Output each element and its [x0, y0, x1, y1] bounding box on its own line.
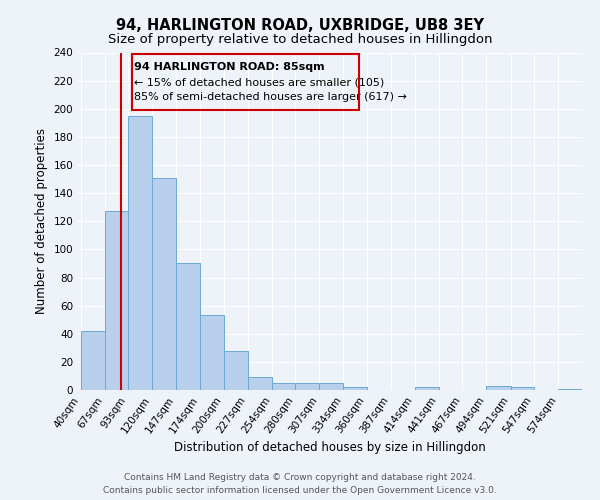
Y-axis label: Number of detached properties: Number of detached properties — [35, 128, 48, 314]
Bar — [105, 212, 128, 390]
Text: ← 15% of detached houses are smaller (105): ← 15% of detached houses are smaller (10… — [134, 78, 385, 88]
Bar — [200, 316, 224, 390]
Bar — [558, 388, 582, 390]
Bar — [415, 387, 439, 390]
Bar — [80, 331, 105, 390]
Bar — [248, 378, 272, 390]
Text: 94, HARLINGTON ROAD, UXBRIDGE, UB8 3EY: 94, HARLINGTON ROAD, UXBRIDGE, UB8 3EY — [116, 18, 484, 32]
Text: 94 HARLINGTON ROAD: 85sqm: 94 HARLINGTON ROAD: 85sqm — [134, 62, 325, 72]
Bar — [511, 387, 534, 390]
Bar — [128, 116, 152, 390]
Bar — [272, 383, 295, 390]
Bar — [343, 387, 367, 390]
Bar — [295, 383, 319, 390]
Text: Contains HM Land Registry data © Crown copyright and database right 2024.
Contai: Contains HM Land Registry data © Crown c… — [103, 474, 497, 495]
X-axis label: Distribution of detached houses by size in Hillingdon: Distribution of detached houses by size … — [174, 440, 486, 454]
Bar — [487, 386, 511, 390]
Bar — [224, 350, 248, 390]
Bar — [131, 54, 359, 110]
Text: 85% of semi-detached houses are larger (617) →: 85% of semi-detached houses are larger (… — [134, 92, 407, 102]
Text: Size of property relative to detached houses in Hillingdon: Size of property relative to detached ho… — [108, 32, 492, 46]
Bar — [319, 383, 343, 390]
Bar — [152, 178, 176, 390]
Bar — [176, 264, 200, 390]
